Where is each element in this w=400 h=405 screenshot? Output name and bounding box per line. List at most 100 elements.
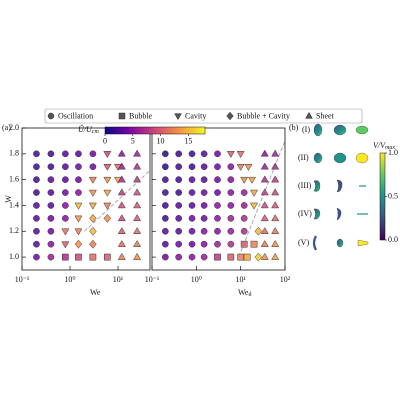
- data-point: [260, 227, 269, 235]
- data-point: [271, 214, 280, 222]
- data-point: [175, 253, 183, 261]
- data-point: [103, 176, 112, 184]
- data-point: [133, 252, 142, 260]
- data-point: [133, 239, 142, 247]
- data-point: [200, 176, 208, 183]
- panel-label: (b): [289, 123, 299, 132]
- data-point: [88, 176, 97, 184]
- data-point: [200, 150, 208, 158]
- data-point: [271, 188, 280, 196]
- data-point: [240, 240, 248, 248]
- data-point: [227, 228, 235, 235]
- x-tick-label: 10⁻¹: [15, 275, 30, 284]
- data-point: [89, 239, 97, 249]
- data-point: [75, 163, 82, 170]
- data-point: [188, 189, 196, 196]
- data-point: [117, 239, 126, 247]
- data-point: [260, 201, 269, 209]
- plot-area: 10⁻¹ 10⁰ 10¹ 10² Wed: [145, 127, 291, 299]
- guide-line: [238, 140, 285, 258]
- colorbar: [379, 152, 386, 241]
- data-point: [271, 239, 280, 247]
- data-point: [133, 227, 142, 235]
- data-point: [188, 150, 196, 158]
- axes-frame: [21, 127, 151, 271]
- data-point: [74, 239, 83, 249]
- colorbar-tick-label: 15: [184, 136, 192, 145]
- data-point: [161, 240, 169, 248]
- data-point: [33, 202, 40, 209]
- data-point: [117, 162, 126, 170]
- data-point: [236, 151, 245, 159]
- data-point: [62, 189, 69, 196]
- droplet-shapes: [312, 123, 369, 251]
- row-label: (IV): [298, 209, 312, 218]
- colorbar-label-main: V/V: [373, 141, 386, 150]
- data-point: [200, 189, 208, 196]
- data-point: [75, 176, 82, 183]
- data-point: [88, 189, 97, 197]
- data-point: [214, 253, 221, 261]
- data-point: [33, 253, 40, 261]
- legend-marker: [118, 112, 126, 120]
- data-point: [175, 150, 183, 158]
- data-point: [240, 228, 248, 235]
- data-point: [271, 175, 280, 183]
- y-tick-label: 2.0: [9, 123, 19, 132]
- data-point: [175, 189, 183, 196]
- data-point: [117, 214, 126, 222]
- data-point: [74, 202, 83, 210]
- data-point: [161, 253, 169, 261]
- data-point: [33, 189, 40, 196]
- data-point: [260, 239, 269, 247]
- data-point: [243, 253, 251, 261]
- data-point: [175, 163, 183, 170]
- data-point: [33, 215, 40, 222]
- x-tick-label: 10¹: [235, 275, 246, 284]
- x-tick-label: 10⁰: [64, 275, 75, 284]
- data-point: [47, 202, 55, 209]
- x-axis-label: Wed: [238, 288, 251, 299]
- legend-label: Cavity: [185, 111, 206, 120]
- data-point: [237, 253, 245, 261]
- y-tick-label: 1.6: [9, 174, 19, 183]
- data-point: [260, 214, 269, 222]
- data-point: [175, 228, 183, 235]
- data-point: [104, 253, 111, 261]
- y-tick-label: 1.8: [9, 149, 19, 158]
- y-tick-label: 1.2: [9, 226, 19, 235]
- data-point: [236, 163, 245, 171]
- data-point: [33, 240, 40, 248]
- data-point: [260, 252, 269, 260]
- colorbar-tick-label: 0.0: [388, 235, 398, 244]
- legend-label: Bubble + Cavity: [237, 111, 290, 120]
- data-point: [47, 240, 55, 248]
- data-point: [117, 252, 126, 260]
- legend-label: Sheet: [316, 111, 335, 120]
- data-point: [74, 215, 83, 223]
- data-point: [227, 215, 235, 222]
- data-point: [103, 189, 112, 197]
- data-point: [227, 163, 235, 170]
- data-point: [200, 253, 208, 261]
- data-point: [244, 163, 253, 171]
- x-axis-label-main: We: [90, 288, 101, 297]
- data-point: [214, 215, 221, 222]
- data-point: [161, 150, 169, 158]
- legend-marker: [305, 111, 313, 119]
- data-point: [250, 189, 259, 197]
- x-tick-label: 10²: [280, 275, 291, 284]
- data-point: [61, 241, 70, 249]
- data-point: [188, 202, 196, 209]
- legend-marker: [226, 111, 234, 121]
- colorbar-tick-label: 0.5: [388, 191, 398, 200]
- data-point: [47, 150, 55, 158]
- data-point: [75, 189, 82, 196]
- data-point: [47, 215, 55, 222]
- x-axis-label: We: [90, 288, 101, 297]
- data-point: [200, 215, 208, 222]
- data-point: [133, 214, 142, 222]
- data-point: [88, 202, 97, 210]
- colorbar: [104, 126, 206, 135]
- data-point: [214, 150, 221, 158]
